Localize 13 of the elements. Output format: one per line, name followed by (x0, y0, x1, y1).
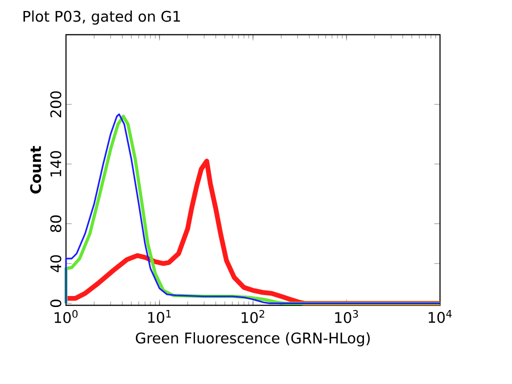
y-tick-label: 0 (50, 300, 62, 308)
y-tick-label: 40 (50, 255, 62, 272)
chart-title: Plot P03, gated on G1 (24, 10, 180, 25)
y-tick-label: 140 (50, 151, 62, 176)
x-tick-label: 10$^{3}$ (335, 310, 358, 324)
x-tick-label: 10$^{4}$ (428, 310, 452, 323)
x-tick-label: 10$^{0}$ (54, 310, 78, 324)
x-tick-label: 10$^{2}$ (242, 310, 264, 324)
x-axis-title: Green Fluorescence (GRN-HLog) (136, 332, 370, 346)
y-tick-label: 200 (50, 91, 62, 118)
y-axis-title: Count (30, 146, 42, 194)
y-tick-label: 80 (50, 215, 62, 232)
x-tick-label: 10$^{1}$ (148, 310, 171, 323)
